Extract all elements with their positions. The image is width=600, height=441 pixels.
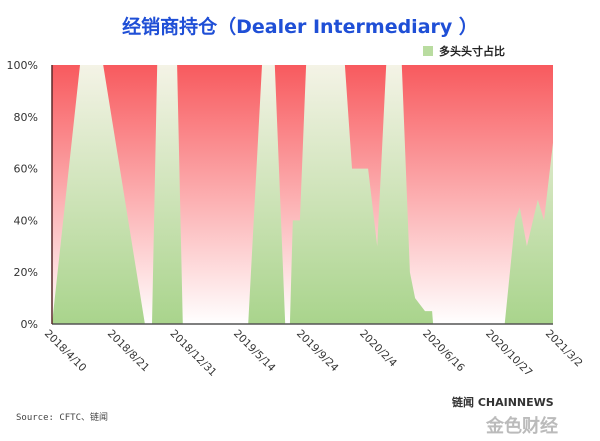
series-area-long-share	[52, 65, 553, 324]
x-tick-label: 2020/10/27	[483, 328, 534, 379]
y-tick-label: 60%	[14, 163, 38, 176]
jinse-logo: 金色财经	[486, 416, 558, 437]
source-note: Source: CFTC、链闻	[16, 413, 109, 423]
y-tick-label: 0%	[21, 318, 38, 331]
x-tick-label: 2019/5/14	[231, 328, 278, 375]
x-tick-label: 2020/2/4	[357, 328, 399, 370]
chart-title: 经销商持仓（Dealer Intermediary ）	[122, 16, 478, 38]
y-tick-label: 40%	[14, 214, 38, 227]
x-tick-label: 2019/9/24	[294, 328, 341, 375]
legend-label: 多头头寸占比	[439, 45, 505, 58]
x-tick-label: 2018/12/31	[167, 328, 218, 379]
legend: 多头头寸占比	[423, 43, 505, 59]
chainnews-logo: 链闻 CHAINNEWS	[452, 396, 554, 409]
x-tick-label: 2021/3/2	[543, 328, 585, 370]
x-tick-label: 2020/6/16	[420, 328, 467, 375]
x-tick-label: 2018/4/10	[42, 328, 89, 375]
y-tick-label: 100%	[7, 59, 38, 72]
y-tick-label: 20%	[14, 266, 38, 279]
legend-swatch	[423, 46, 433, 56]
y-tick-label: 80%	[14, 111, 38, 124]
x-tick-label: 2018/8/21	[105, 328, 152, 375]
